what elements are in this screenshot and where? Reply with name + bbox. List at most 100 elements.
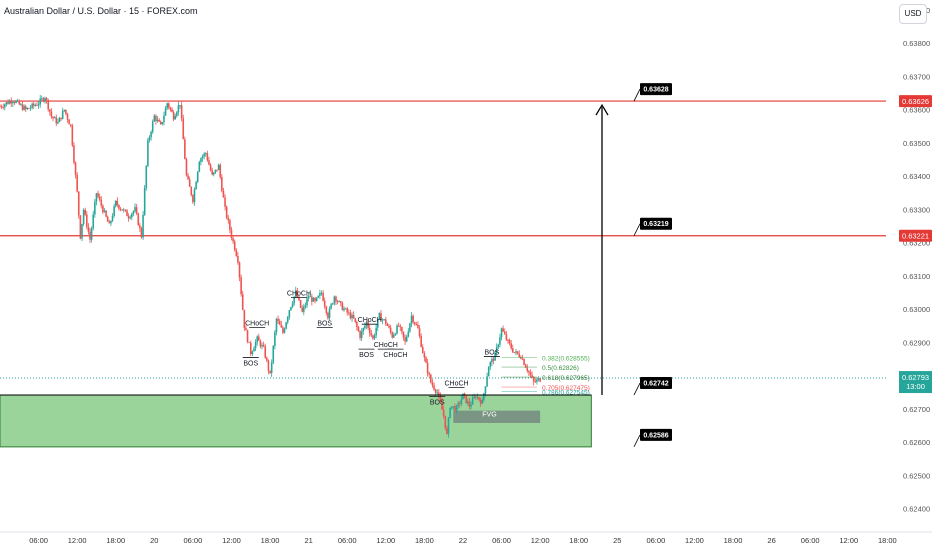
candle-body xyxy=(224,197,226,207)
time-tick-label: 18:00 xyxy=(569,536,588,545)
candle-body xyxy=(0,106,3,108)
time-tick-label: 12:00 xyxy=(376,536,395,545)
candle-body xyxy=(438,392,440,396)
candle-body xyxy=(327,313,329,319)
candle-body xyxy=(229,220,231,230)
candle-body xyxy=(513,352,516,353)
candle-body xyxy=(402,331,405,338)
chart-title: Australian Dollar / U.S. Dollar · 15 · F… xyxy=(4,6,198,16)
candle-body xyxy=(442,409,445,416)
candle-body xyxy=(338,301,340,302)
candle-body xyxy=(28,107,30,109)
candle-body xyxy=(412,315,414,323)
candle-body xyxy=(240,277,242,295)
candle-body xyxy=(331,303,334,305)
candle-body xyxy=(134,207,136,212)
structure-label: BOS xyxy=(484,349,499,356)
candle-body xyxy=(131,213,133,218)
candle-body xyxy=(76,174,78,192)
candle-body xyxy=(222,190,225,198)
candle-body xyxy=(418,328,421,336)
candle-body xyxy=(171,109,173,113)
candle-body xyxy=(351,314,353,319)
price-tick-label: 0.63500 xyxy=(903,139,930,148)
candle-body xyxy=(357,327,360,332)
candle-body xyxy=(214,169,217,173)
candle-body xyxy=(108,221,111,224)
time-tick-label: 12:00 xyxy=(839,536,858,545)
candle-body xyxy=(277,318,279,322)
candle-body xyxy=(322,292,324,301)
candle-body xyxy=(367,322,369,328)
candle-body xyxy=(460,399,463,404)
candle-body xyxy=(135,207,138,214)
candle-body xyxy=(333,296,336,304)
candle-body xyxy=(147,140,149,166)
fib-label: 0.618(0.627965) xyxy=(542,375,590,382)
candle-body xyxy=(217,164,220,171)
candle-body xyxy=(140,228,143,238)
candle-body xyxy=(42,98,45,101)
structure-label: CHoCH xyxy=(374,342,398,349)
price-axis-panel[interactable] xyxy=(886,0,932,550)
candle-body xyxy=(503,331,506,335)
candle-body xyxy=(71,125,74,146)
time-tick-label: 06:00 xyxy=(801,536,820,545)
candle-body xyxy=(86,214,88,227)
candle-body xyxy=(44,98,46,101)
candle-body xyxy=(204,153,207,154)
candle-body xyxy=(423,353,426,358)
countdown-label: 13:00 xyxy=(906,382,925,391)
candle-body xyxy=(323,300,326,307)
candle-body xyxy=(370,333,373,336)
candle-body xyxy=(405,336,408,342)
price-tick-label: 0.62700 xyxy=(903,405,930,414)
candle-body xyxy=(457,403,459,407)
candle-body xyxy=(296,290,299,298)
price-tick-label: 0.62500 xyxy=(903,471,930,480)
candle-body xyxy=(335,296,337,302)
candle-body xyxy=(12,102,14,104)
time-tick-label: 21 xyxy=(304,536,312,545)
candle-body xyxy=(164,108,167,116)
structure-label: CHoCH xyxy=(383,352,407,359)
currency-button[interactable]: USD xyxy=(899,4,927,24)
candle-body xyxy=(201,156,204,159)
candle-body xyxy=(381,319,384,321)
candle-body xyxy=(417,324,419,329)
candle-body xyxy=(193,189,196,203)
candle-body xyxy=(49,109,51,112)
candle-body xyxy=(317,295,320,298)
candle-body xyxy=(212,172,215,175)
candle-body xyxy=(500,328,503,338)
candle-body xyxy=(447,417,450,434)
candle-body xyxy=(275,318,278,333)
candle-body xyxy=(436,392,439,394)
candle-body xyxy=(139,225,141,229)
projection-arrow-head xyxy=(595,103,609,116)
candle-body xyxy=(37,104,40,106)
candle-body xyxy=(124,209,127,211)
candle-body xyxy=(415,324,418,325)
candle-body xyxy=(69,124,72,126)
candle-body xyxy=(89,231,91,240)
candle-body xyxy=(31,103,33,108)
candle-body xyxy=(45,98,48,100)
zone-top-callout-box xyxy=(640,377,672,390)
structure-label: CHoCH xyxy=(358,317,382,324)
candle-body xyxy=(150,131,152,138)
candle-body xyxy=(465,395,467,404)
candle-body xyxy=(167,103,170,108)
candle-body xyxy=(190,186,193,196)
candle-body xyxy=(163,115,165,123)
candle-body xyxy=(304,305,307,307)
candle-body xyxy=(383,319,385,321)
candle-body xyxy=(232,238,234,242)
candle-body xyxy=(299,300,302,308)
candle-body xyxy=(288,310,291,318)
candle-body xyxy=(187,175,189,180)
candle-body xyxy=(444,415,447,429)
candle-body xyxy=(528,370,530,373)
